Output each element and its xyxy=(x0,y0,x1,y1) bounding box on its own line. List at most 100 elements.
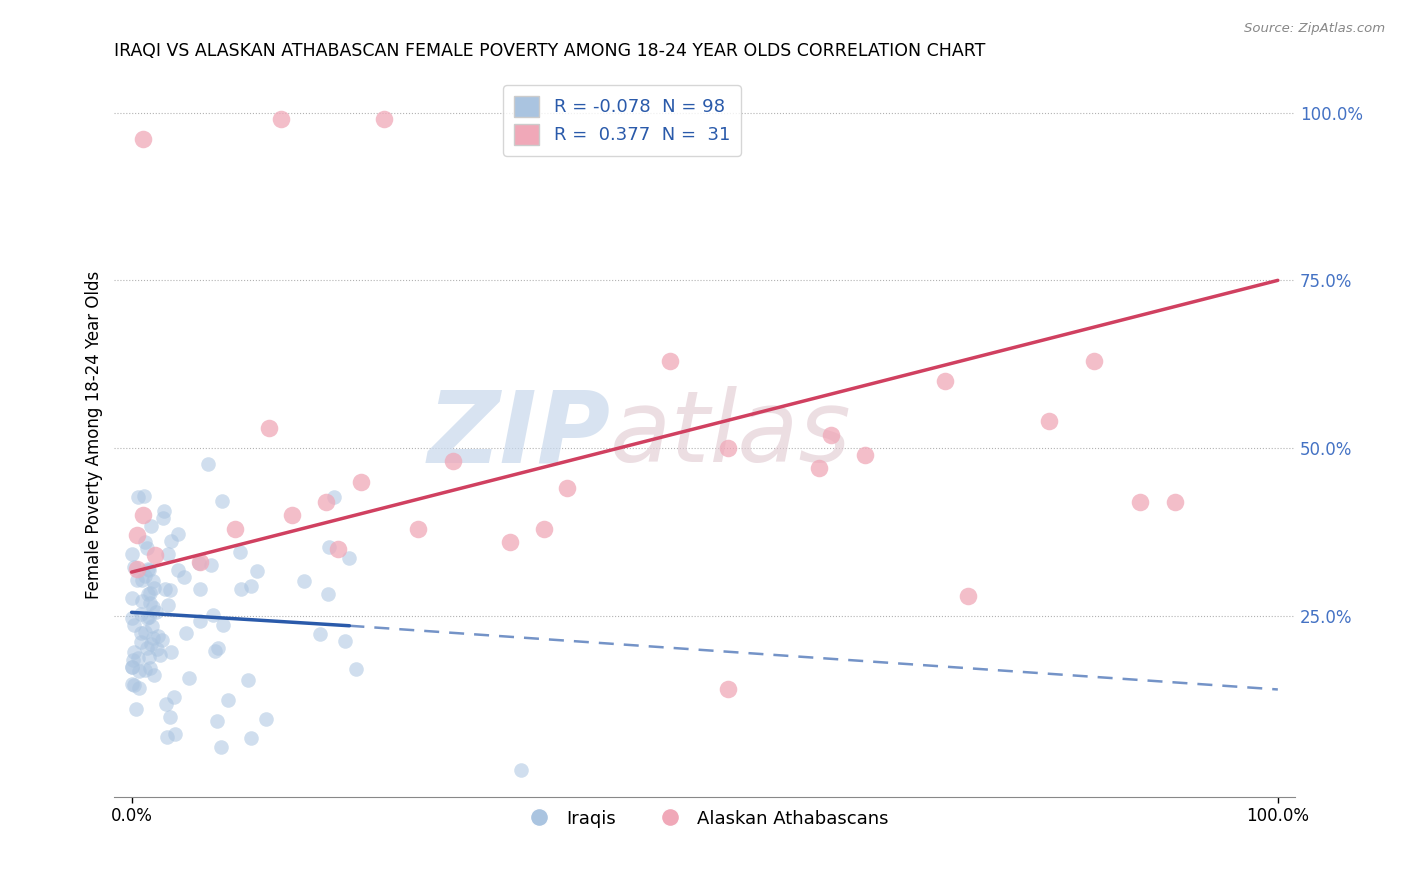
Point xyxy=(257,421,280,435)
Point xyxy=(127,491,149,505)
Point xyxy=(146,630,169,644)
Point xyxy=(207,640,229,655)
Point xyxy=(246,564,269,578)
Point xyxy=(315,494,337,508)
Point xyxy=(132,132,155,146)
Point xyxy=(132,508,155,522)
Point xyxy=(934,374,956,388)
Point xyxy=(153,582,176,596)
Point xyxy=(134,569,156,583)
Point xyxy=(350,475,373,489)
Text: Source: ZipAtlas.com: Source: ZipAtlas.com xyxy=(1244,22,1385,36)
Point xyxy=(441,454,464,468)
Point xyxy=(122,653,145,667)
Point xyxy=(138,610,160,624)
Point xyxy=(228,544,250,558)
Point xyxy=(157,547,180,561)
Point xyxy=(197,457,219,471)
Point xyxy=(131,573,153,587)
Point xyxy=(957,589,980,603)
Point xyxy=(190,555,212,569)
Point xyxy=(1129,494,1152,508)
Point xyxy=(153,504,176,518)
Point xyxy=(142,600,165,615)
Point xyxy=(143,549,166,563)
Point xyxy=(145,605,167,619)
Point xyxy=(138,563,160,577)
Point xyxy=(136,541,159,556)
Point xyxy=(659,354,682,368)
Point xyxy=(136,640,159,655)
Point xyxy=(1083,354,1105,368)
Point xyxy=(167,526,190,541)
Point xyxy=(209,740,232,755)
Point xyxy=(717,682,740,697)
Point xyxy=(159,710,181,724)
Point xyxy=(121,677,143,691)
Point xyxy=(533,521,555,535)
Point xyxy=(136,587,159,601)
Point xyxy=(121,660,143,674)
Point xyxy=(326,541,349,556)
Point xyxy=(853,448,876,462)
Point xyxy=(136,562,159,576)
Point xyxy=(122,560,145,574)
Point xyxy=(717,441,740,455)
Point xyxy=(131,593,153,607)
Point xyxy=(150,632,173,647)
Point xyxy=(163,726,186,740)
Point xyxy=(188,582,211,597)
Point xyxy=(510,763,533,777)
Point xyxy=(217,693,239,707)
Point xyxy=(499,535,522,549)
Point xyxy=(174,626,197,640)
Point xyxy=(190,614,212,628)
Point xyxy=(156,599,179,613)
Point xyxy=(177,671,200,685)
Point xyxy=(270,112,292,127)
Point xyxy=(134,535,156,549)
Point xyxy=(129,634,152,648)
Point xyxy=(322,490,344,504)
Y-axis label: Female Poverty Among 18-24 Year Olds: Female Poverty Among 18-24 Year Olds xyxy=(86,270,103,599)
Point xyxy=(344,662,367,676)
Point xyxy=(121,611,143,625)
Point xyxy=(128,681,150,695)
Point xyxy=(138,649,160,664)
Point xyxy=(152,511,174,525)
Point xyxy=(1163,494,1185,508)
Point xyxy=(337,551,360,566)
Point xyxy=(167,563,190,577)
Point xyxy=(160,645,183,659)
Point xyxy=(122,645,145,659)
Point xyxy=(200,558,222,573)
Point xyxy=(254,712,277,726)
Point xyxy=(318,540,340,554)
Point xyxy=(212,618,235,632)
Point xyxy=(292,574,315,588)
Point xyxy=(131,607,153,621)
Point xyxy=(139,586,162,600)
Point xyxy=(236,673,259,687)
Point xyxy=(316,587,339,601)
Point xyxy=(281,508,304,522)
Point xyxy=(202,608,225,623)
Point xyxy=(808,461,831,475)
Point xyxy=(134,625,156,640)
Point xyxy=(1038,414,1060,428)
Point xyxy=(146,642,169,657)
Point xyxy=(141,619,163,633)
Point xyxy=(143,581,166,595)
Text: ZIP: ZIP xyxy=(427,386,610,483)
Point xyxy=(124,678,146,692)
Point xyxy=(121,591,143,606)
Point xyxy=(127,562,149,576)
Point xyxy=(224,521,246,535)
Point xyxy=(211,494,233,508)
Point xyxy=(139,637,162,651)
Point xyxy=(159,582,181,597)
Point xyxy=(373,112,395,127)
Point xyxy=(135,611,157,625)
Point xyxy=(333,634,356,648)
Point xyxy=(406,521,429,535)
